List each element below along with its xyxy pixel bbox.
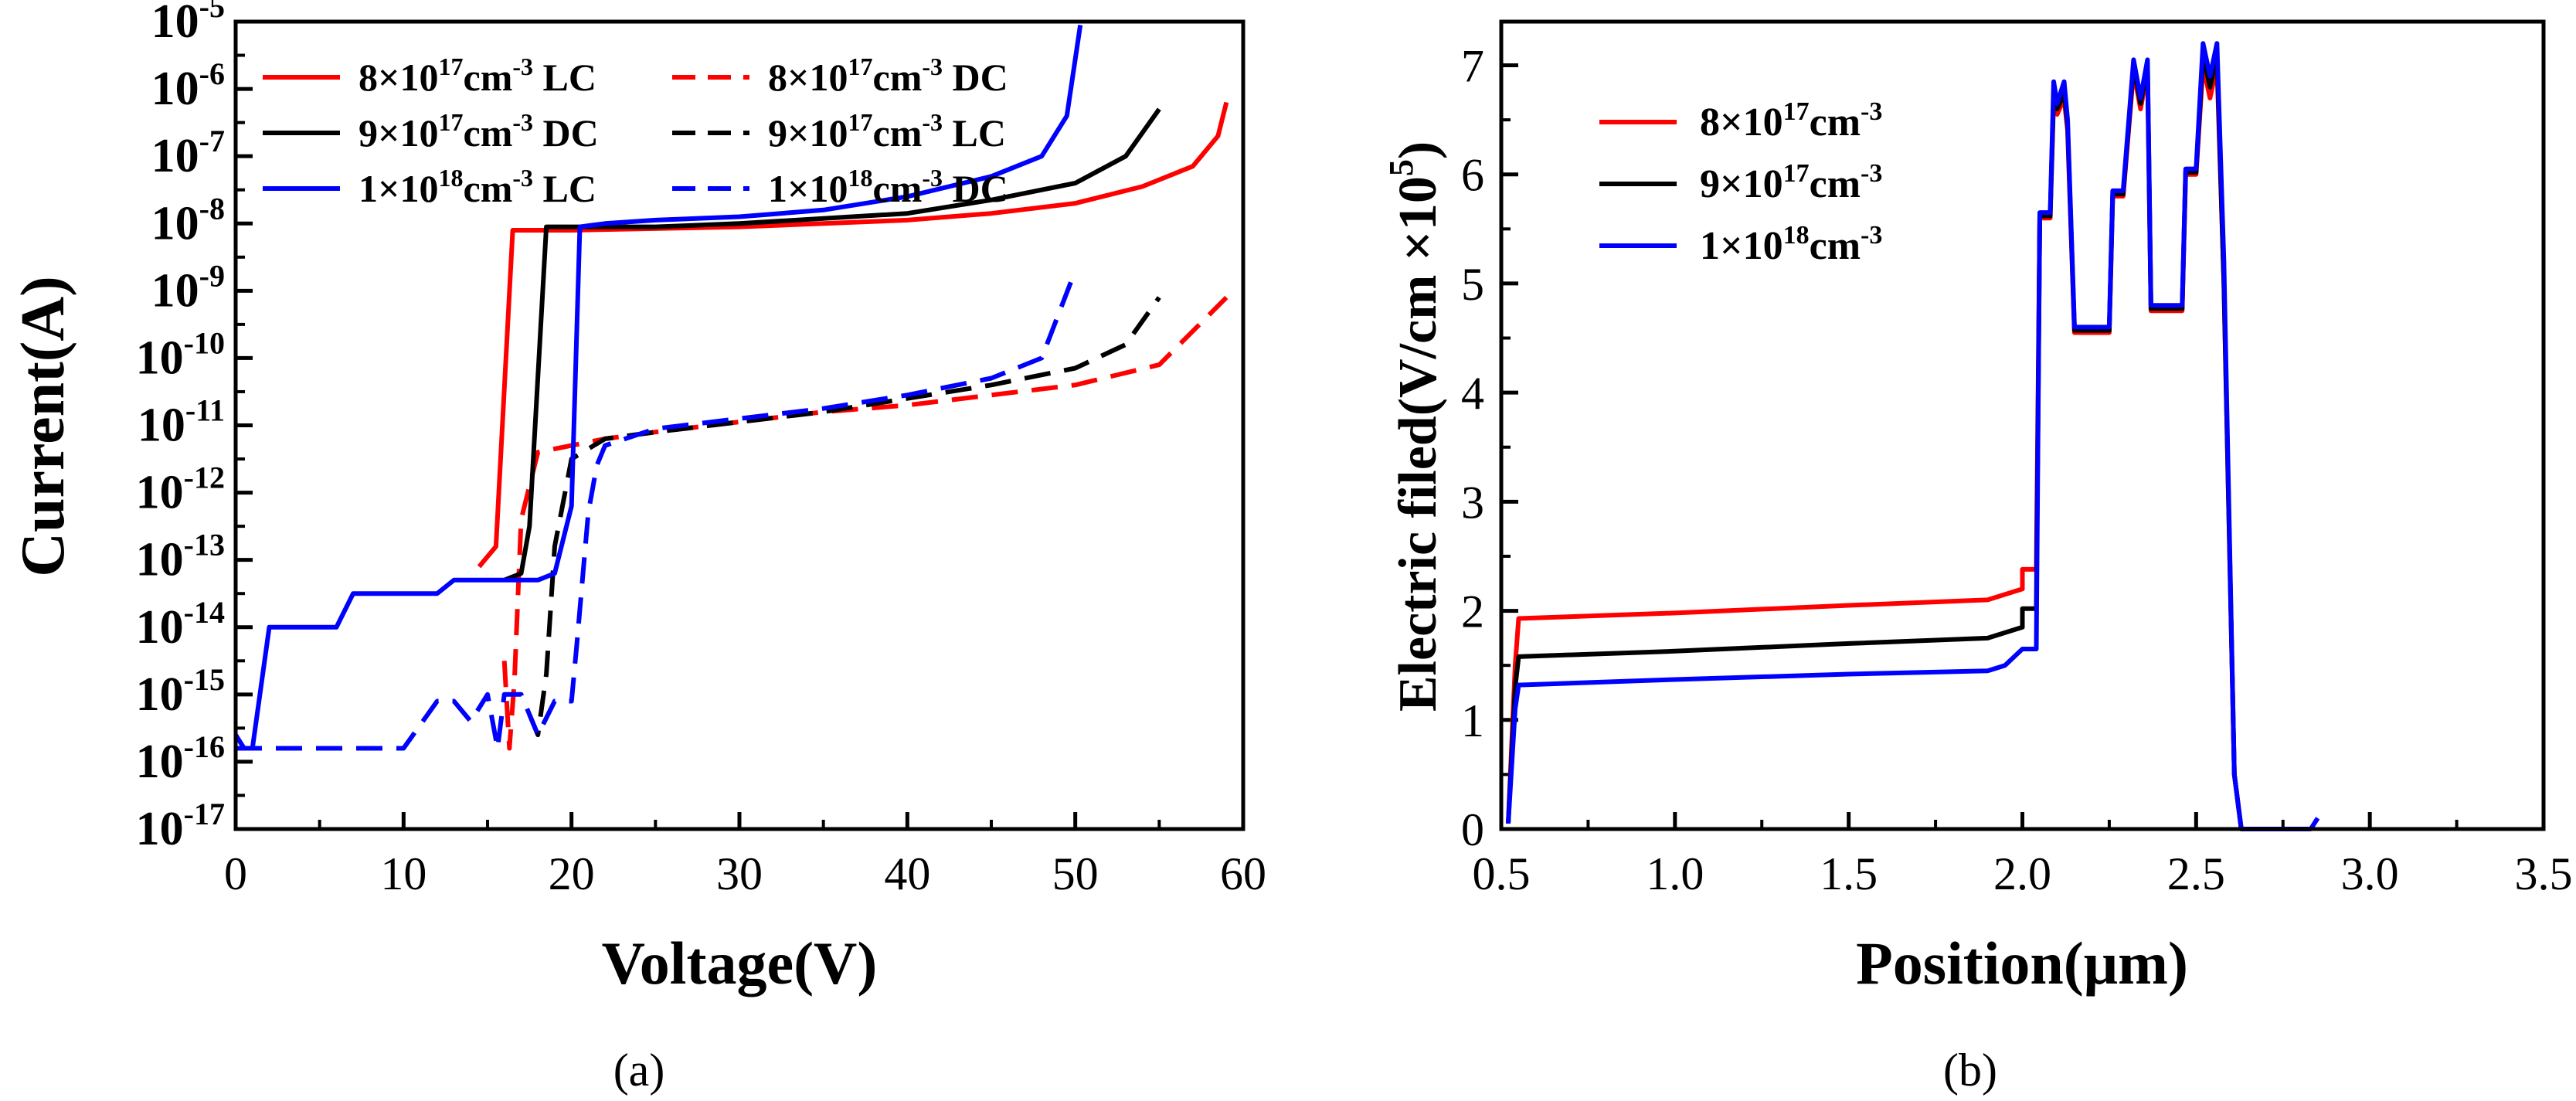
panel-a-series-line-1 xyxy=(501,295,1229,751)
panel-a-legend-label: 9×1017cm-3 LC xyxy=(768,108,1006,155)
panel-a-legend-label: 1×1018cm-3 DC xyxy=(768,164,1008,210)
panel-b-y-tick-label: 4 xyxy=(1461,368,1484,419)
panel-b-x-tick-label: 2.5 xyxy=(2167,848,2225,899)
panel-a-legend-label: 9×1017cm-3 DC xyxy=(359,108,599,155)
panel-a-x-tick-label: 60 xyxy=(1220,848,1266,899)
panel-a-y-tick-label: 10-15 xyxy=(136,662,225,721)
panel-b-y-axis-label: Electric filed(V/cm ×105) xyxy=(1382,141,1448,712)
panel-b-series-group xyxy=(1506,41,2320,831)
panel-a-series-line-4 xyxy=(233,24,1083,751)
panel-b-x-tick-label: 2.0 xyxy=(1993,848,2051,899)
panel-b-position-field-chart: 0.5 1.0 1.5 2.0 2.5 3.0 3.5 0 1 2 3 4 5 6 7 8×1017cm-3… xyxy=(1382,19,2573,1096)
panel-b-y-tick-label: 5 xyxy=(1461,259,1484,310)
panel-a-legend-label: 8×1017cm-3 LC xyxy=(359,53,596,99)
panel-a-y-tick-label: 10-17 xyxy=(136,797,225,855)
panel-a-plot-frame xyxy=(233,19,1246,831)
panel-a-caption: (a) xyxy=(613,1045,665,1096)
panel-a-x-tick-label: 0 xyxy=(224,848,247,899)
panel-a-series-line-2 xyxy=(503,107,1161,583)
panel-a-y-tick-label: 10-5 xyxy=(151,0,225,48)
panel-a-voltage-current-chart: 0 10 20 30 40 50 60 10-17 10-16 10-15 10-14 10-13 10… xyxy=(9,0,1266,1096)
panel-a-x-tick-label: 40 xyxy=(884,848,930,899)
panel-b-plot-frame xyxy=(1499,19,2546,831)
panel-a-series-line-3 xyxy=(527,296,1161,738)
panel-b-x-tick-label: 0.5 xyxy=(1473,848,1531,899)
panel-a-series-line-5 xyxy=(236,270,1078,751)
panel-a-y-tick-label: 10-10 xyxy=(136,325,225,384)
panel-b-y-tick-label: 0 xyxy=(1461,804,1484,855)
panel-a-x-tick-label: 20 xyxy=(549,848,595,899)
panel-b-legend-label: 8×1017cm-3 xyxy=(1700,97,1882,144)
panel-a-y-tick-label: 10-9 xyxy=(151,258,225,317)
panel-b-y-tick-label: 1 xyxy=(1461,695,1484,746)
panel-a-x-tick-label: 50 xyxy=(1052,848,1099,899)
panel-a-y-tick-label: 10-12 xyxy=(136,460,225,519)
panel-a-x-axis-label: Voltage(V) xyxy=(602,929,878,997)
panel-a-y-tick-label: 10-13 xyxy=(136,528,225,586)
panel-b-y-tick-label: 7 xyxy=(1461,40,1484,91)
panel-a-legend: 8×1017cm-3 LC 8×1017cm-3 DC 9×1017cm-3 DC 9… xyxy=(263,53,1008,210)
panel-b-x-tick-label: 1.5 xyxy=(1820,848,1878,899)
panel-a-legend-label: 1×1018cm-3 LC xyxy=(359,164,596,210)
panel-a-series-line-0 xyxy=(477,101,1229,569)
panel-a-series-group xyxy=(233,24,1229,751)
panel-a-y-tick-label: 10-6 xyxy=(151,56,225,115)
panel-a-y-tick-label: 10-7 xyxy=(151,124,225,182)
panel-b-x-tick-label: 1.0 xyxy=(1646,848,1704,899)
panel-b-legend-label: 1×1018cm-3 xyxy=(1700,221,1882,268)
panel-a-y-tick-label: 10-11 xyxy=(138,393,225,452)
panel-a-y-tick-label: 10-16 xyxy=(136,729,225,788)
panel-a-x-tick-label: 30 xyxy=(716,848,763,899)
panel-b-y-tick-label: 3 xyxy=(1461,477,1484,528)
panel-b-legend-label: 9×1017cm-3 xyxy=(1700,159,1882,206)
panel-b-y-tick-label: 6 xyxy=(1461,150,1484,201)
panel-a-legend-label: 8×1017cm-3 DC xyxy=(768,53,1008,99)
panel-b-legend: 8×1017cm-3 9×1017cm-3 1×1018cm-3 xyxy=(1599,97,1882,268)
panel-b-x-tick-label: 3.0 xyxy=(2341,848,2399,899)
panel-b-x-axis-label: Position(μm) xyxy=(1856,929,2188,997)
panel-a-y-axis-label: Current(A) xyxy=(9,276,77,577)
panel-a-y-tick-label: 10-8 xyxy=(151,191,225,250)
panel-b-caption: (b) xyxy=(1943,1045,1997,1096)
panel-b-series-line-2 xyxy=(1506,41,2320,831)
panel-b-x-tick-label: 3.5 xyxy=(2515,848,2573,899)
panel-b-y-tick-label: 2 xyxy=(1461,586,1484,637)
panel-a-x-tick-label: 10 xyxy=(380,848,427,899)
panel-a-y-tick-label: 10-14 xyxy=(136,595,225,654)
